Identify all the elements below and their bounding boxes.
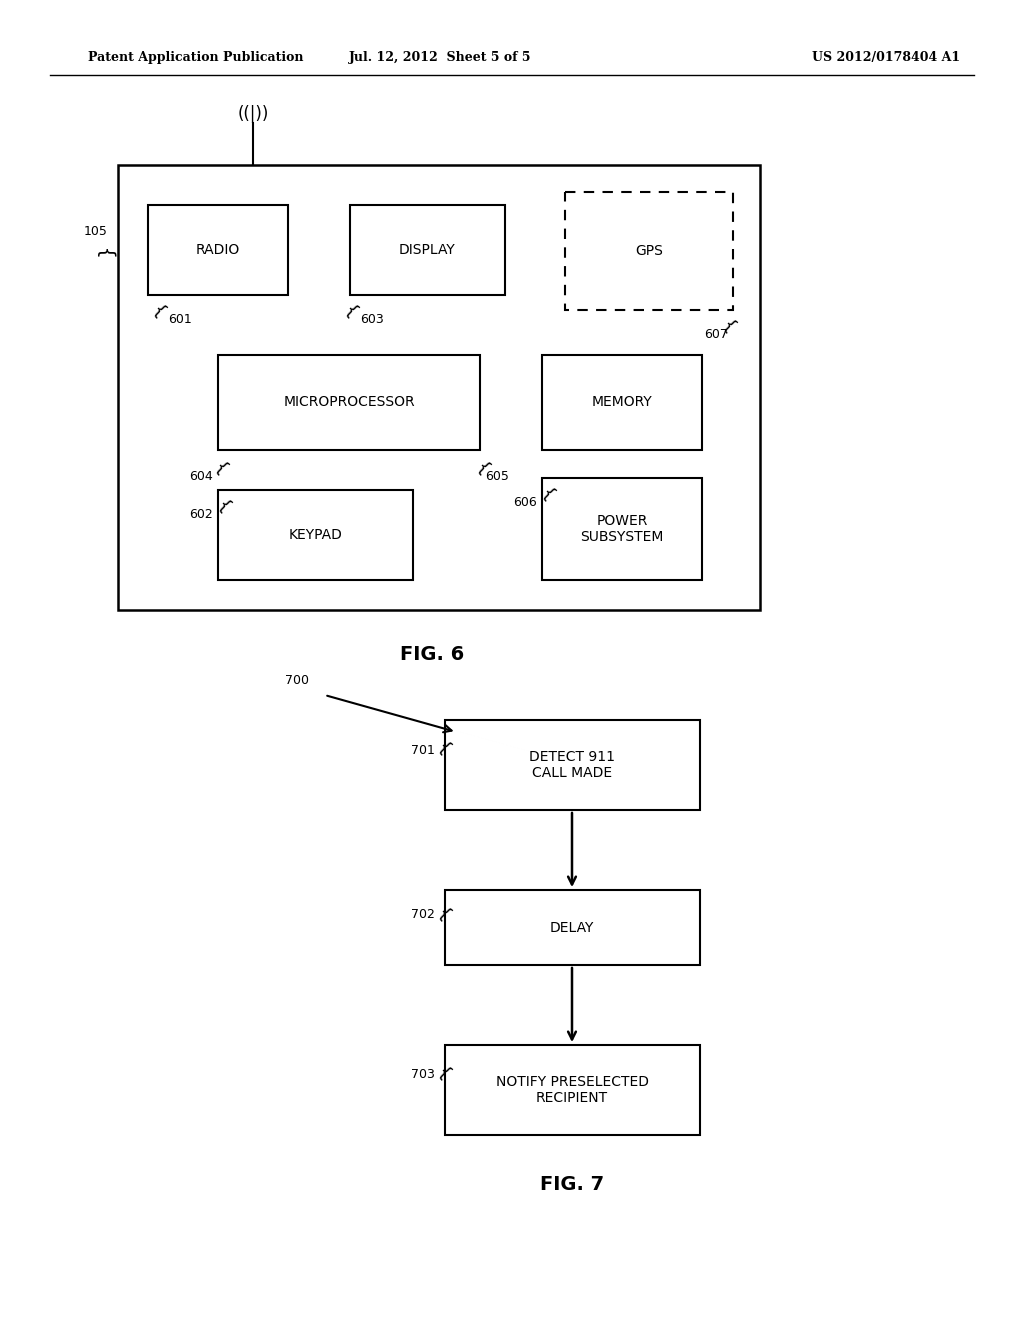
Bar	[542, 478, 702, 579]
Text: 607: 607	[705, 327, 728, 341]
Text: 604: 604	[189, 470, 213, 483]
Text: 701: 701	[411, 743, 434, 756]
Text: 602: 602	[189, 508, 213, 521]
Text: KEYPAD: KEYPAD	[289, 528, 342, 543]
Bar	[350, 205, 505, 294]
Text: GPS: GPS	[635, 244, 663, 257]
Text: 601: 601	[168, 313, 191, 326]
Text: Patent Application Publication: Patent Application Publication	[88, 51, 303, 65]
Text: DELAY: DELAY	[550, 920, 594, 935]
Bar	[565, 191, 733, 310]
Bar	[118, 165, 760, 610]
Text: 703: 703	[411, 1068, 434, 1081]
Text: 605: 605	[485, 470, 509, 483]
Text: }: }	[213, 492, 233, 512]
Text: }: }	[472, 454, 493, 475]
Text: }: }	[210, 454, 230, 475]
Text: Jul. 12, 2012  Sheet 5 of 5: Jul. 12, 2012 Sheet 5 of 5	[349, 51, 531, 65]
Text: }: }	[96, 244, 115, 256]
Text: }: }	[537, 480, 557, 500]
Text: 603: 603	[360, 313, 384, 326]
Text: 700: 700	[285, 673, 308, 686]
Bar	[218, 355, 480, 450]
Text: }: }	[147, 297, 168, 318]
Text: DETECT 911
CALL MADE: DETECT 911 CALL MADE	[529, 750, 615, 780]
Text: }: }	[432, 900, 453, 921]
Text: NOTIFY PRESELECTED
RECIPIENT: NOTIFY PRESELECTED RECIPIENT	[496, 1074, 648, 1105]
Bar	[148, 205, 288, 294]
Bar	[444, 719, 699, 810]
Text: 105: 105	[84, 224, 108, 238]
Text: }: }	[432, 734, 453, 755]
Text: FIG. 6: FIG. 6	[400, 645, 464, 664]
Bar	[542, 355, 702, 450]
Text: 702: 702	[411, 908, 434, 921]
Text: ((|)): ((|))	[238, 106, 268, 123]
Text: RADIO: RADIO	[196, 243, 240, 257]
Bar	[444, 890, 699, 965]
Text: FIG. 7: FIG. 7	[540, 1176, 604, 1195]
Text: }: }	[340, 297, 360, 318]
Text: }: }	[432, 1059, 453, 1080]
Text: US 2012/0178404 A1: US 2012/0178404 A1	[812, 51, 961, 65]
Bar	[444, 1045, 699, 1135]
Text: POWER
SUBSYSTEM: POWER SUBSYSTEM	[581, 513, 664, 544]
Text: DISPLAY: DISPLAY	[399, 243, 456, 257]
Text: MEMORY: MEMORY	[592, 396, 652, 409]
Text: }: }	[718, 312, 738, 333]
Text: 606: 606	[513, 496, 537, 510]
Text: MICROPROCESSOR: MICROPROCESSOR	[284, 396, 415, 409]
Bar	[218, 490, 413, 579]
